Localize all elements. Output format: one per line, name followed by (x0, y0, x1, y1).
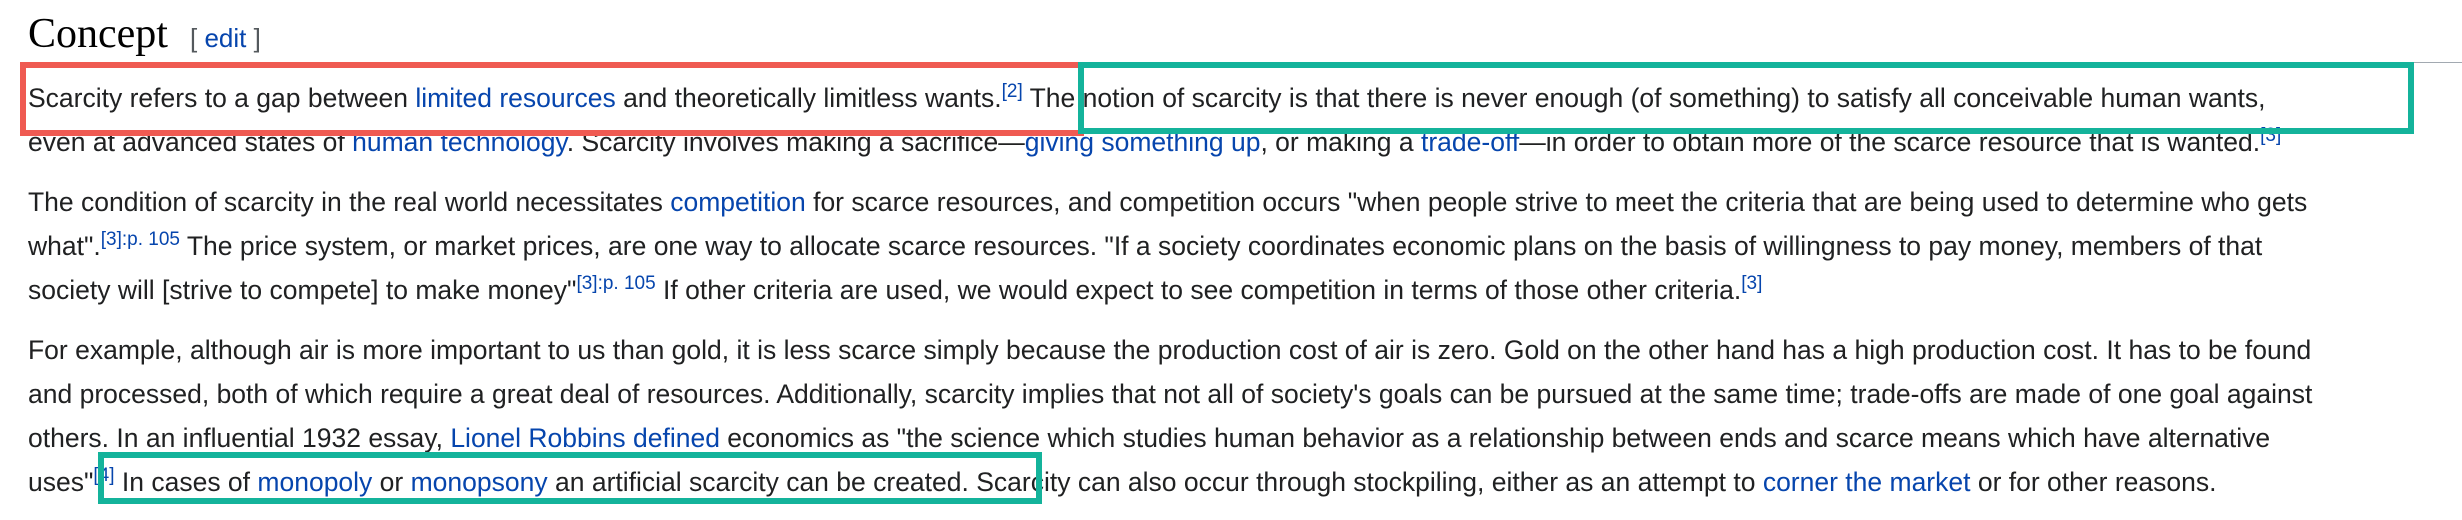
line: For example, although air is more import… (28, 335, 2312, 365)
line: what".[3]:p. 105 The price system, or ma… (28, 229, 2263, 261)
line: uses"[4] In cases of monopoly or monopso… (28, 465, 2217, 497)
link-giving-something-up[interactable]: giving something up (1024, 127, 1261, 157)
paragraph-3: For example, although air is more import… (28, 328, 2448, 504)
link-monopoly[interactable]: monopoly (257, 467, 373, 497)
paragraph-1: Scarcity refers to a gap between limited… (28, 76, 2448, 164)
citation-2[interactable]: [2] (1001, 81, 1023, 103)
edit-section: [ edit ] (189, 23, 261, 53)
section-heading: Concept [ edit ] (28, 10, 261, 62)
citation-3[interactable]: [3] (1741, 273, 1763, 295)
link-lionel-robbins-defined[interactable]: Lionel Robbins defined (450, 423, 720, 453)
link-human-technology[interactable]: human technology (352, 127, 567, 157)
citation-4[interactable]: [4] (93, 465, 115, 487)
link-limited-resources[interactable]: limited resources (415, 83, 616, 113)
heading-rule (1080, 62, 2462, 63)
paragraph-2: The condition of scarcity in the real wo… (28, 180, 2448, 312)
line: even at advanced states of human technol… (28, 125, 2282, 157)
line: society will [strive to compete] to make… (28, 273, 1763, 305)
citation-3-p105[interactable]: [3]:p. 105 (576, 273, 656, 295)
link-competition[interactable]: competition (670, 187, 806, 217)
link-trade-off[interactable]: trade-off (1421, 127, 1520, 157)
link-corner-the-market[interactable]: corner the market (1762, 467, 1971, 497)
line: Scarcity refers to a gap between limited… (28, 81, 2266, 113)
line: others. In an influential 1932 essay, Li… (28, 423, 2271, 453)
citation-3-p105[interactable]: [3]:p. 105 (100, 229, 180, 251)
link-monopsony[interactable]: monopsony (410, 467, 548, 497)
line: The condition of scarcity in the real wo… (28, 187, 2308, 217)
edit-link[interactable]: edit (204, 23, 247, 53)
citation-3[interactable]: [3] (2260, 125, 2282, 147)
section-title: Concept (28, 11, 168, 57)
line: and processed, both of which require a g… (28, 379, 2313, 409)
